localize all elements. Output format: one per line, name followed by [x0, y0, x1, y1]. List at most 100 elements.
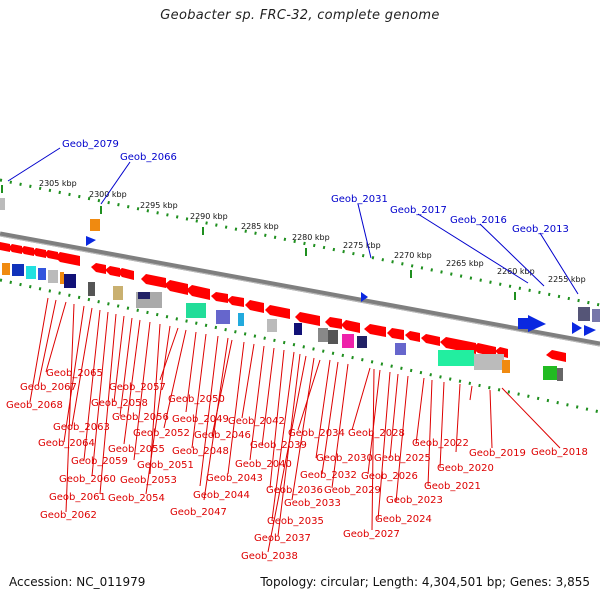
- gene-label-blue[interactable]: Geob_2013: [512, 224, 569, 235]
- block[interactable]: [113, 286, 123, 300]
- block[interactable]: [48, 270, 58, 283]
- gene-label-red[interactable]: Geob_2053: [120, 475, 177, 486]
- gene-label-red[interactable]: Geob_2059: [71, 456, 128, 467]
- gene-label-red[interactable]: Geob_2054: [108, 493, 165, 504]
- gene-label-red[interactable]: Geob_2063: [53, 422, 110, 433]
- gene-arrow[interactable]: [8, 244, 22, 254]
- gene-label-red[interactable]: Geob_2062: [40, 510, 97, 521]
- gene-arrow[interactable]: [44, 250, 58, 260]
- block[interactable]: [267, 319, 277, 332]
- block[interactable]: [342, 334, 354, 348]
- gene-label-red[interactable]: Geob_2040: [235, 459, 292, 470]
- gene-label-red[interactable]: Geob_2027: [343, 529, 400, 540]
- gene-label-red[interactable]: Geob_2022: [412, 438, 469, 449]
- gene-label-blue[interactable]: Geob_2066: [120, 152, 177, 163]
- gene-label-red[interactable]: Geob_2043: [206, 473, 263, 484]
- gene-arrow[interactable]: [546, 350, 566, 362]
- gene-2017-arrow[interactable]: [518, 315, 546, 332]
- gene-label-red[interactable]: Geob_2051: [137, 460, 194, 471]
- gene-arrow[interactable]: [55, 252, 80, 266]
- gene-arrow[interactable]: [387, 328, 404, 340]
- gene-label-red[interactable]: Geob_2025: [374, 453, 431, 464]
- gene-label-red[interactable]: Geob_2065: [46, 368, 103, 379]
- block[interactable]: [557, 368, 563, 381]
- gene-label-red[interactable]: Geob_2021: [424, 481, 481, 492]
- gene-arrow[interactable]: [364, 324, 386, 337]
- gene-label-red[interactable]: Geob_2037: [254, 533, 311, 544]
- block[interactable]: [38, 268, 46, 280]
- gene-label-red[interactable]: Geob_2044: [193, 490, 250, 501]
- block[interactable]: [395, 343, 406, 355]
- block[interactable]: [138, 292, 150, 299]
- block[interactable]: [186, 303, 206, 318]
- gene-arrow[interactable]: [141, 274, 166, 288]
- block[interactable]: [60, 272, 64, 284]
- gene-label-blue[interactable]: Geob_2079: [62, 139, 119, 150]
- forward-genes[interactable]: [0, 198, 600, 336]
- gene-arrow[interactable]: [265, 305, 290, 319]
- gene-label-blue[interactable]: Geob_2031: [331, 194, 388, 205]
- block[interactable]: [543, 366, 557, 380]
- gene-label-red[interactable]: Geob_2064: [38, 438, 95, 449]
- block[interactable]: [64, 274, 76, 288]
- gene-2079-block[interactable]: [0, 198, 5, 210]
- block[interactable]: [357, 336, 367, 348]
- gene-arrow[interactable]: [164, 280, 188, 295]
- gene-arrow[interactable]: [245, 300, 264, 313]
- gene-label-red[interactable]: Geob_2061: [49, 492, 106, 503]
- gene-arrow[interactable]: [20, 246, 34, 256]
- gene-arrow[interactable]: [440, 337, 476, 354]
- block[interactable]: [2, 263, 10, 275]
- gene-label-blue[interactable]: Geob_2016: [450, 215, 507, 226]
- gene-arrow[interactable]: [405, 331, 420, 342]
- gene-label-red[interactable]: Geob_2020: [437, 463, 494, 474]
- gene-arrow[interactable]: [117, 268, 134, 280]
- gene-label-red[interactable]: Geob_2052: [133, 428, 190, 439]
- gene-label-red[interactable]: Geob_2029: [324, 485, 381, 496]
- gene-label-red[interactable]: Geob_2034: [288, 428, 345, 439]
- gene-label-red[interactable]: Geob_2050: [168, 394, 225, 405]
- gene-2016-arrow[interactable]: [572, 322, 582, 334]
- gene-arrow[interactable]: [495, 347, 508, 358]
- gene-label-blue[interactable]: Geob_2017: [390, 205, 447, 216]
- block[interactable]: [294, 323, 302, 335]
- block[interactable]: [502, 360, 510, 373]
- gene-label-red[interactable]: Geob_2048: [172, 446, 229, 457]
- gene-label-red[interactable]: Geob_2047: [170, 507, 227, 518]
- gene-label-red[interactable]: Geob_2039: [250, 440, 307, 451]
- gene-arrow[interactable]: [421, 334, 440, 346]
- block[interactable]: [438, 350, 474, 366]
- gene-label-red[interactable]: Geob_2042: [228, 416, 285, 427]
- gene-label-red[interactable]: Geob_2068: [6, 400, 63, 411]
- block[interactable]: [474, 354, 504, 370]
- gene-2013-block[interactable]: [578, 307, 590, 321]
- gene-label-red[interactable]: Geob_2019: [469, 448, 526, 459]
- gene-2066-block[interactable]: [90, 219, 100, 231]
- gene-label-red[interactable]: Geob_2024: [375, 514, 432, 525]
- gene-label-red[interactable]: Geob_2038: [241, 551, 298, 562]
- gene-arrow[interactable]: [227, 296, 244, 307]
- gene-label-red[interactable]: Geob_2055: [108, 444, 165, 455]
- gene-2012-block[interactable]: [592, 309, 600, 322]
- gene-arrow[interactable]: [325, 317, 342, 329]
- gene-label-red[interactable]: Geob_2067: [20, 382, 77, 393]
- gene-label-red[interactable]: Geob_2018: [531, 447, 588, 458]
- gene-2013-arrow[interactable]: [584, 325, 596, 336]
- gene-label-red[interactable]: Geob_2028: [348, 428, 405, 439]
- block[interactable]: [238, 313, 244, 326]
- block[interactable]: [12, 264, 24, 276]
- gene-2066-arrow[interactable]: [86, 236, 96, 246]
- reverse-genes[interactable]: [0, 242, 566, 362]
- gene-arrow[interactable]: [0, 242, 10, 252]
- gene-arrow[interactable]: [211, 292, 228, 303]
- gene-label-red[interactable]: Geob_2033: [284, 498, 341, 509]
- gene-label-red[interactable]: Geob_2023: [386, 495, 443, 506]
- block[interactable]: [216, 310, 230, 324]
- gene-arrow[interactable]: [105, 266, 120, 277]
- block[interactable]: [88, 282, 95, 296]
- gene-label-red[interactable]: Geob_2030: [316, 453, 373, 464]
- gene-arrow[interactable]: [32, 248, 46, 258]
- gene-label-red[interactable]: Geob_2035: [267, 516, 324, 527]
- gene-label-red[interactable]: Geob_2057: [109, 382, 166, 393]
- block[interactable]: [26, 266, 36, 279]
